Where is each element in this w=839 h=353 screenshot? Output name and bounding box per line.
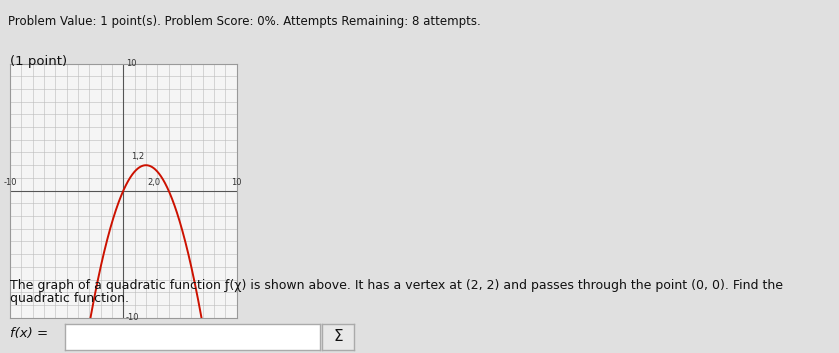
Text: 1,2: 1,2 bbox=[131, 152, 143, 161]
Text: quadratic function.: quadratic function. bbox=[10, 292, 129, 305]
Text: -10: -10 bbox=[3, 178, 17, 187]
Text: 10: 10 bbox=[232, 178, 242, 187]
Text: f(x) =: f(x) = bbox=[10, 327, 48, 340]
Text: -10: -10 bbox=[126, 313, 139, 322]
Text: (1 point): (1 point) bbox=[10, 55, 67, 68]
Text: Σ: Σ bbox=[333, 329, 343, 345]
Text: 2,0: 2,0 bbox=[147, 178, 160, 187]
Text: 10: 10 bbox=[126, 59, 136, 68]
Text: Problem Value: 1 point(s). Problem Score: 0%. Attempts Remaining: 8 attempts.: Problem Value: 1 point(s). Problem Score… bbox=[8, 16, 481, 29]
Text: The graph of a quadratic function ƒ(χ) is shown above. It has a vertex at (2, 2): The graph of a quadratic function ƒ(χ) i… bbox=[10, 279, 783, 292]
